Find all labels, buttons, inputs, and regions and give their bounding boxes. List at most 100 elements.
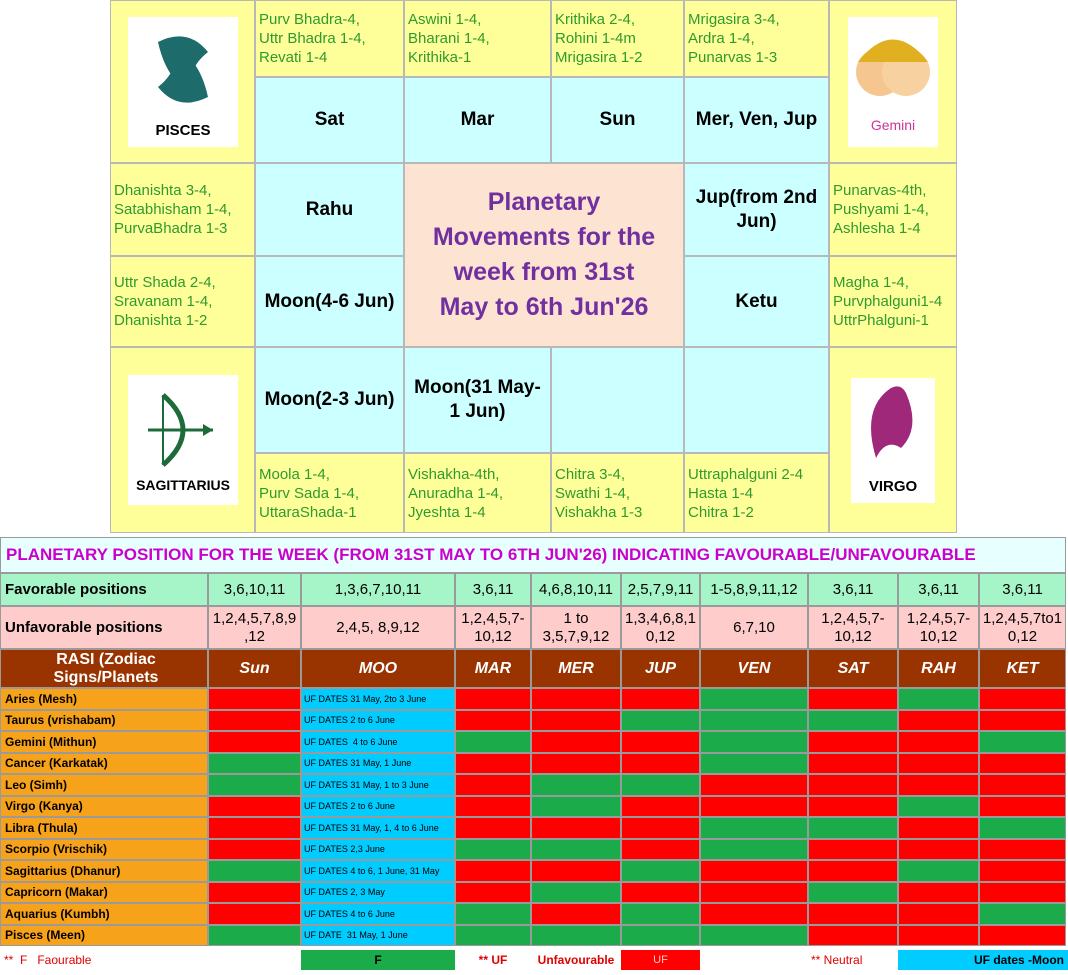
nakshatra-line: Ashlesha 1-4: [833, 220, 921, 237]
unfavorable-cell: 1,2,4,5,7,8,9,12: [208, 606, 301, 649]
status-cell: [700, 860, 808, 882]
status-cell: [455, 795, 531, 817]
unfavorable-value: ,12: [244, 627, 265, 645]
header-cell: VEN: [700, 649, 808, 688]
status-cell: [898, 838, 979, 860]
status-cell: [531, 881, 621, 903]
favorable-value: 3,6,11: [472, 580, 514, 598]
status-cell: [208, 903, 301, 925]
gemini-cell: Gemini: [829, 0, 957, 163]
title-line: week from 31st: [453, 258, 635, 286]
favorable-label: Favorable positions: [0, 573, 208, 606]
status-cell: [979, 924, 1066, 946]
rasi-label: Virgo (Kanya): [0, 795, 208, 817]
favorable-cell: 3,6,11: [898, 573, 979, 606]
status-cell: [531, 752, 621, 774]
rasi-label: Taurus (vrishabam): [0, 709, 208, 731]
nakshatra-cell: Moola 1-4, Purv Sada 1-4, UttaraShada-1: [255, 453, 404, 533]
favorable-value: 3,6,11: [918, 580, 959, 598]
status-cell: [621, 817, 700, 839]
header-cell: MAR: [455, 649, 531, 688]
nakshatra-line: Krithika-1: [408, 49, 472, 66]
rasi-label: Capricorn (Makar): [0, 881, 208, 903]
favorable-cell: 3,6,11: [455, 573, 531, 606]
status-cell: [898, 731, 979, 753]
status-cell: [808, 924, 898, 946]
status-cell: [898, 924, 979, 946]
status-cell: [621, 688, 700, 710]
status-cell: [455, 860, 531, 882]
rasi-label: Libra (Thula): [0, 817, 208, 839]
status-cell: [979, 752, 1066, 774]
status-cell: [621, 774, 700, 796]
status-cell: [621, 838, 700, 860]
nakshatra-line: Punarvas 1-3: [688, 49, 778, 66]
status-cell: [700, 731, 808, 753]
status-cell: [531, 731, 621, 753]
status-cell: [808, 860, 898, 882]
legend-item: ** F Faourable: [4, 953, 92, 967]
status-cell: [455, 924, 531, 946]
sign-label: VIRGO: [869, 478, 918, 495]
nakshatra-line: Pushyami 1-4,: [833, 201, 929, 218]
nakshatra-line: Bharani 1-4,: [408, 30, 490, 47]
nakshatra-cell: Uttraphalguni 2-4 Hasta 1-4 Chitra 1-2: [684, 453, 829, 533]
chart-title: Planetary Movements for the week from 31st…: [404, 163, 684, 347]
favorable-cell: 3,6,11: [979, 573, 1066, 606]
status-cell: [898, 903, 979, 925]
nakshatra-line: Revati 1-4: [259, 49, 328, 66]
moon-cell: UF DATES 4 to 6 June: [301, 731, 455, 753]
moon-cell: UF DATES 2,3 June: [301, 838, 455, 860]
nakshatra-line: Dhanishta 3-4,: [114, 182, 212, 199]
status-cell: [455, 838, 531, 860]
favorable-value: 4,6,8,10,11: [539, 580, 613, 598]
header-cell: RAH: [898, 649, 979, 688]
virgo-cell: VIRGO: [829, 347, 957, 533]
status-cell: [208, 860, 301, 882]
title-line: Planetary: [487, 188, 601, 216]
planet-line: Mer, Ven, Jup: [695, 109, 818, 130]
favorable-value: 3,6,11: [1002, 580, 1043, 598]
status-cell: [621, 795, 700, 817]
moon-cell: UF DATES 31 May, 1, 4 to 6 June: [301, 817, 455, 839]
legend-item: ** Neutral: [811, 953, 863, 967]
header-cell: Sun: [208, 649, 301, 688]
nakshatra-line: Uttraphalguni 2-4: [688, 465, 804, 483]
status-cell: [898, 709, 979, 731]
favorable-cell: 1,3,6,7,10,11: [301, 573, 455, 606]
status-cell: [979, 709, 1066, 731]
rasi-label: Aries (Mesh): [0, 688, 208, 710]
favorable-cell: 2,5,7,9,11: [621, 573, 700, 606]
planet-cell: Sat: [255, 77, 404, 163]
unfavorable-cell: 1,2,4,5,7- 10,12: [455, 606, 531, 649]
nakshatra-line: Mrigasira 1-2: [555, 49, 643, 66]
planet-cell: Sun: [551, 77, 684, 163]
nakshatra-line: Purv Bhadra-4,: [259, 11, 360, 28]
nakshatra-line: Sravanam 1-4,: [114, 293, 213, 310]
status-cell: [808, 903, 898, 925]
rasi-label: Pisces (Meen): [0, 924, 208, 946]
header-cell: MOO: [301, 649, 455, 688]
moon-cell: UF DATES 2, 3 May: [301, 881, 455, 903]
status-cell: [208, 752, 301, 774]
favorable-value: 3,6,11: [832, 580, 874, 598]
planet-cell: Jup(from 2nd Jun): [684, 163, 829, 256]
nakshatra-cell: Aswini 1-4, Bharani 1-4, Krithika-1: [404, 0, 551, 77]
nakshatra-cell: Vishakha-4th, Anuradha 1-4, Jyeshta 1-4: [404, 453, 551, 533]
status-cell: [531, 860, 621, 882]
moon-cell: UF DATES 4 to 6 June: [301, 903, 455, 925]
status-cell: [979, 860, 1066, 882]
status-cell: [700, 817, 808, 839]
planet-line: Jun): [736, 210, 777, 232]
nakshatra-line: Anuradha 1-4,: [408, 484, 504, 502]
status-cell: [531, 774, 621, 796]
title-line: May to 6th Jun'26: [439, 293, 649, 321]
status-cell: [455, 881, 531, 903]
status-cell: [621, 752, 700, 774]
status-cell: [700, 774, 808, 796]
rasi-label: Sagittarius (Dhanur): [0, 860, 208, 882]
nakshatra-line: Moola 1-4,: [259, 465, 330, 483]
unfavorable-value: 10,12: [919, 627, 958, 645]
planet-cell: Rahu: [255, 163, 404, 256]
